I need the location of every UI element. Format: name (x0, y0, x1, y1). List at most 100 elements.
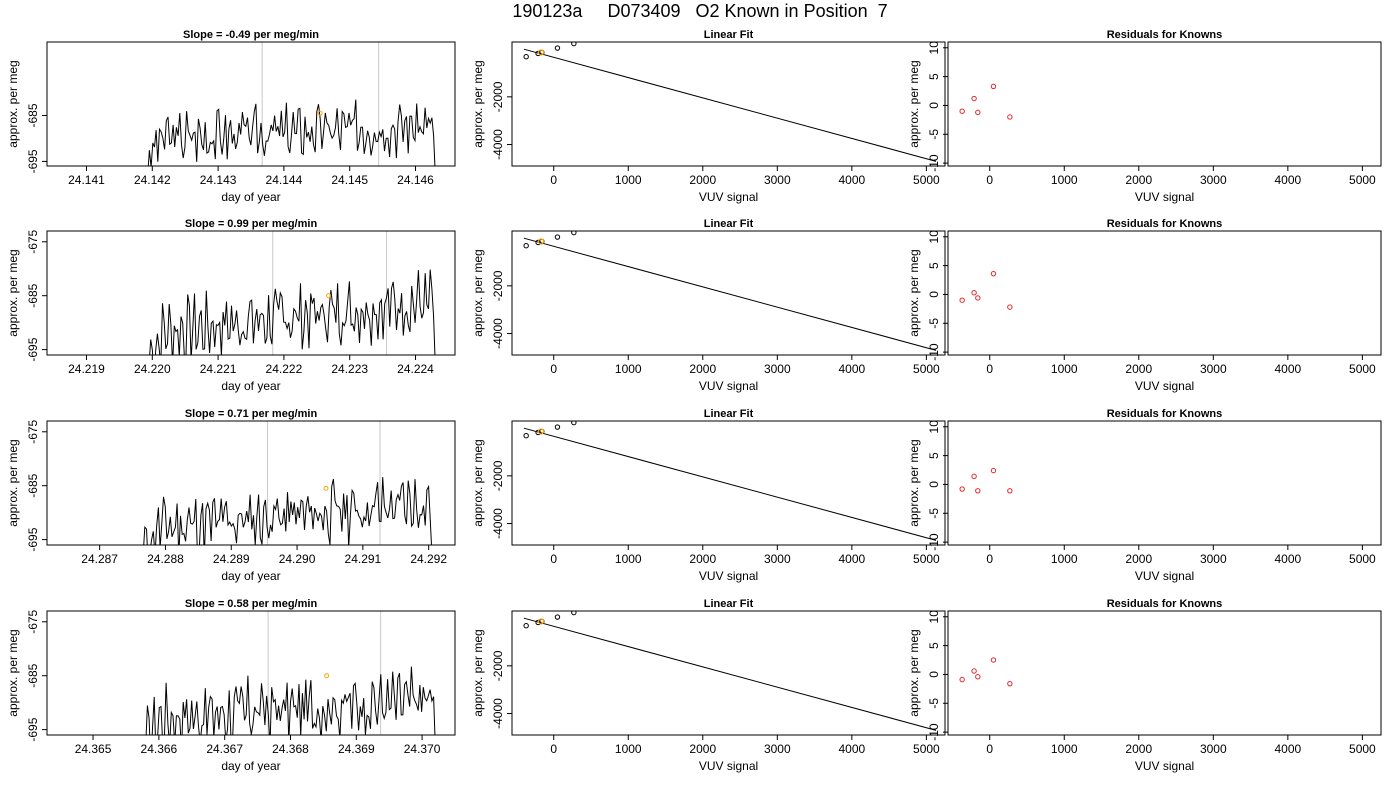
highlight-point (326, 293, 332, 299)
y-tick-label: 0 (927, 671, 941, 678)
panel-3: Residuals for Knowns VUV signal approx. pe… (907, 29, 1382, 204)
x-tick-label: 24.224 (397, 362, 434, 376)
x-tick-label: 5000 (1349, 552, 1376, 566)
x-tick-label: 24.144 (266, 173, 303, 187)
data-point (971, 95, 977, 102)
x-tick-label: 24.287 (81, 552, 118, 566)
x-tick-label: 24.220 (134, 362, 171, 376)
plot-frame (46, 41, 456, 167)
x-tick-label: 1000 (615, 362, 642, 376)
data-point (959, 676, 965, 683)
data-point (1007, 114, 1013, 120)
x-tick-label: 3000 (1200, 173, 1227, 187)
plot-frame (511, 420, 946, 546)
x-tick-label: 1000 (1051, 552, 1078, 566)
x-tick-label: 24.289 (213, 552, 250, 566)
panel-title: Slope = -0.49 per meg/min (183, 29, 319, 41)
x-tick-label: 5000 (1349, 362, 1376, 376)
panel-title: Linear Fit (704, 598, 754, 610)
plot-frame (46, 420, 456, 546)
y-tick-label: -685 (26, 663, 40, 687)
panel-6: Residuals for Knowns VUV signal approx. pe… (907, 218, 1382, 393)
x-tick-label: 3000 (1200, 552, 1227, 566)
y-tick-label: 10 (927, 420, 941, 434)
y-tick-label: -685 (26, 473, 40, 497)
data-point (990, 657, 997, 663)
highlight-point (317, 110, 323, 116)
y-tick-label: -695 (26, 337, 40, 361)
x-tick-label: 0 (986, 552, 993, 566)
x-tick-label: 1000 (615, 173, 642, 187)
y-tick-label: -685 (26, 283, 40, 307)
x-axis-label: day of year (221, 190, 280, 204)
y-tick-label: -5 (927, 318, 941, 329)
x-tick-label: 2000 (1125, 362, 1152, 376)
panel-12: Residuals for Knowns VUV signal approx. pe… (907, 598, 1382, 773)
y-tick-label: 5 (927, 73, 941, 80)
x-tick-label: 0 (550, 173, 557, 187)
x-tick-label: 1000 (1051, 173, 1078, 187)
series-line (149, 269, 436, 355)
data-point (975, 674, 981, 680)
data-point (554, 614, 561, 620)
series-line (145, 666, 436, 735)
plot-frame (511, 41, 946, 167)
x-tick-label: 4000 (838, 552, 865, 566)
x-axis-label: VUV signal (699, 759, 758, 773)
y-tick-label: -5 (927, 698, 941, 709)
plot-frame (46, 610, 456, 736)
plot-area (959, 270, 1013, 310)
x-tick-label: 2000 (689, 552, 716, 566)
x-tick-label: 3000 (764, 742, 791, 756)
highlight-point (537, 238, 545, 245)
y-tick-label: -2000 (491, 81, 505, 112)
x-axis-label: VUV signal (1135, 190, 1194, 204)
x-tick-label: 24.288 (147, 552, 184, 566)
x-tick-label: 1000 (615, 742, 642, 756)
x-tick-label: 2000 (689, 362, 716, 376)
figure-title: 190123a D073409 O2 Known in Position 7 (512, 1, 888, 21)
x-tick-label: 24.366 (141, 742, 178, 756)
data-point (971, 668, 977, 674)
data-point (523, 54, 529, 60)
data-point (990, 83, 997, 90)
x-tick-label: 0 (550, 552, 557, 566)
x-axis-label: day of year (221, 759, 280, 773)
x-tick-label: 2000 (1125, 742, 1152, 756)
y-tick-label: -695 (26, 717, 40, 741)
y-tick-label: -5 (927, 508, 941, 519)
x-tick-label: 24.142 (134, 173, 171, 187)
plot-area (143, 421, 432, 545)
plot-area (959, 657, 1013, 687)
y-tick-label: 5 (927, 642, 941, 649)
y-axis-label: approx. per meg (907, 249, 921, 336)
data-point (975, 488, 981, 494)
series-line (143, 477, 432, 545)
data-point (971, 473, 977, 480)
panel-title: Slope = 0.71 per meg/min (185, 408, 318, 420)
y-tick-label: -4000 (491, 129, 505, 160)
y-tick-label: -2000 (491, 650, 505, 681)
plot-area (523, 611, 937, 731)
y-tick-label: -10 (927, 154, 941, 172)
y-axis-label: approx. per meg (471, 439, 485, 526)
y-tick-label: 0 (927, 481, 941, 488)
plot-frame (46, 230, 456, 356)
data-point (1007, 488, 1013, 494)
x-tick-label: 24.223 (331, 362, 368, 376)
x-axis-label: VUV signal (699, 569, 758, 583)
panel-5: Linear Fit VUV signal approx. per meg 0 1000… (471, 218, 946, 393)
x-tick-label: 24.221 (200, 362, 237, 376)
y-axis-label: approx. per meg (471, 629, 485, 716)
y-tick-label: -2000 (491, 270, 505, 301)
highlight-point (323, 485, 329, 491)
x-tick-label: 0 (986, 173, 993, 187)
y-axis-label: approx. per meg (6, 60, 20, 147)
y-tick-label: -4000 (491, 318, 505, 349)
fit-line (523, 48, 937, 162)
y-tick-label: -675 (26, 229, 40, 253)
highlight-point (324, 673, 330, 679)
y-tick-label: 0 (927, 291, 941, 298)
plot-area (147, 42, 436, 166)
y-tick-label: -5 (927, 129, 941, 140)
